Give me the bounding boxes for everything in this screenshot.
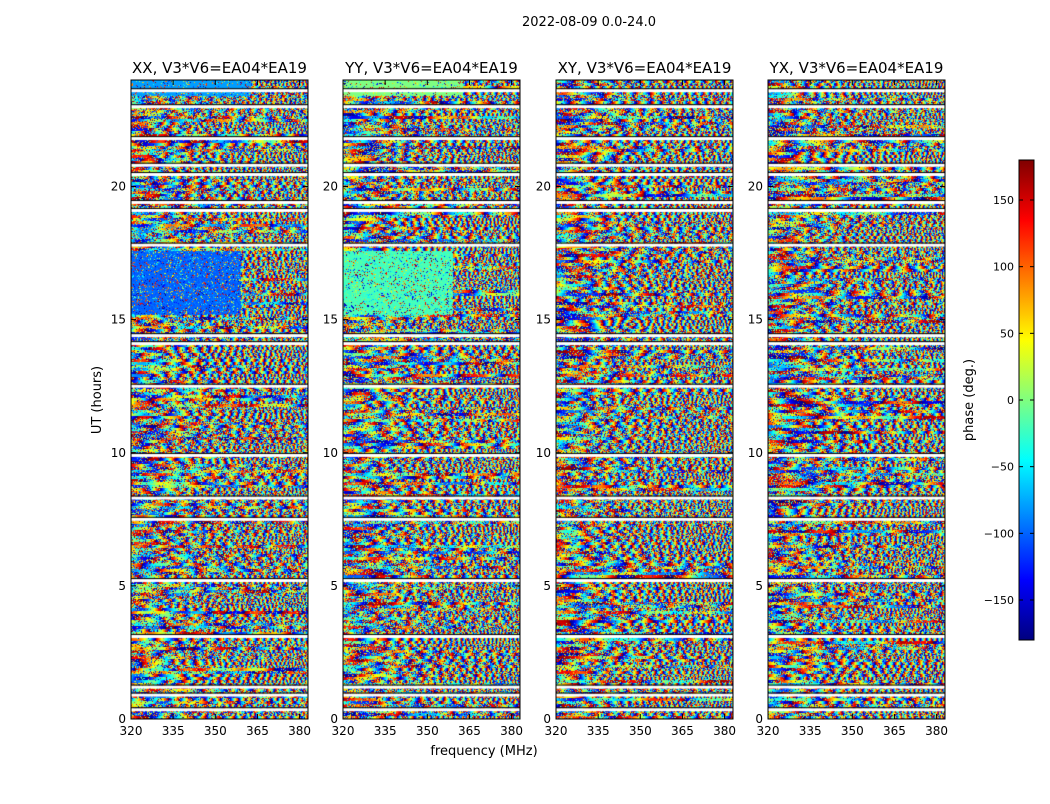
figure-title: 2022-08-09 0.0-24.0 bbox=[522, 15, 656, 30]
x-tick-label: 320 bbox=[545, 724, 568, 738]
x-tick-label: 350 bbox=[416, 724, 439, 738]
panel-frame bbox=[342, 79, 521, 720]
panel-3: XY, V3*V6=EA04*EA19 320 335 350 365 380 0 5 10 15… bbox=[536, 59, 736, 738]
x-tick-label: 335 bbox=[374, 724, 397, 738]
x-tick-label: 380 bbox=[500, 724, 523, 738]
phase-heatmap bbox=[556, 80, 733, 719]
y-tick-label: 0 bbox=[330, 712, 338, 726]
y-tick-label: 5 bbox=[330, 579, 338, 593]
phase-heatmap bbox=[131, 80, 308, 719]
colorbar-tick-label: 0 bbox=[1007, 394, 1014, 407]
y-tick-label: 0 bbox=[118, 712, 126, 726]
panels-group: XX, V3*V6=EA04*EA19 320 335 350 365 380 0 5 10 15… bbox=[111, 59, 948, 738]
y-tick-label: 20 bbox=[111, 180, 126, 194]
x-tick-label: 380 bbox=[925, 724, 948, 738]
x-tick-label: 365 bbox=[883, 724, 906, 738]
colorbar-tick-label: 150 bbox=[993, 194, 1014, 207]
x-tick-label: 350 bbox=[204, 724, 227, 738]
panel-title: XY, V3*V6=EA04*EA19 bbox=[558, 59, 732, 77]
panel-4: YX, V3*V6=EA04*EA19 320 335 350 365 380 0 5 10 15… bbox=[748, 59, 948, 738]
x-tick-label: 335 bbox=[587, 724, 610, 738]
y-tick-label: 5 bbox=[543, 579, 551, 593]
y-tick-label: 10 bbox=[748, 446, 763, 460]
colorbar-tick-label: 50 bbox=[1000, 327, 1014, 340]
panel-frame bbox=[767, 79, 946, 720]
x-tick-label: 380 bbox=[713, 724, 736, 738]
panel-frame bbox=[130, 79, 309, 720]
y-tick-label: 15 bbox=[536, 313, 551, 327]
phase-heatmap bbox=[343, 80, 520, 719]
x-tick-label: 365 bbox=[246, 724, 269, 738]
y-tick-label: 20 bbox=[323, 180, 338, 194]
y-axis-label: UT (hours) bbox=[90, 366, 105, 434]
y-tick-label: 5 bbox=[118, 579, 126, 593]
y-tick-label: 20 bbox=[536, 180, 551, 194]
x-tick-label: 350 bbox=[841, 724, 864, 738]
x-tick-label: 320 bbox=[332, 724, 355, 738]
y-tick-label: 20 bbox=[748, 180, 763, 194]
x-tick-label: 380 bbox=[288, 724, 311, 738]
x-tick-label: 365 bbox=[671, 724, 694, 738]
colorbar-tick-label: 100 bbox=[993, 261, 1014, 274]
x-tick-label: 350 bbox=[629, 724, 652, 738]
panel-2: YY, V3*V6=EA04*EA19 320 335 350 365 380 0 5 10 15… bbox=[323, 59, 523, 738]
panel-title: XX, V3*V6=EA04*EA19 bbox=[132, 59, 307, 77]
y-tick-label: 10 bbox=[323, 446, 338, 460]
phase-heatmap bbox=[768, 80, 945, 719]
y-tick-label: 10 bbox=[111, 446, 126, 460]
x-axis-label: frequency (MHz) bbox=[430, 744, 537, 759]
y-tick-label: 15 bbox=[323, 313, 338, 327]
colorbar-gradient bbox=[1019, 160, 1034, 640]
colorbar-label: phase (deg.) bbox=[962, 359, 977, 441]
colorbar-tick-label: −100 bbox=[984, 527, 1014, 540]
y-tick-label: 0 bbox=[755, 712, 763, 726]
y-tick-label: 5 bbox=[755, 579, 763, 593]
y-tick-label: 15 bbox=[748, 313, 763, 327]
x-tick-label: 335 bbox=[799, 724, 822, 738]
panel-title: YX, V3*V6=EA04*EA19 bbox=[769, 59, 944, 77]
panel-1: XX, V3*V6=EA04*EA19 320 335 350 365 380 0 5 10 15… bbox=[111, 59, 311, 738]
x-tick-label: 320 bbox=[120, 724, 143, 738]
y-tick-label: 15 bbox=[111, 313, 126, 327]
y-tick-label: 10 bbox=[536, 446, 551, 460]
y-tick-label: 0 bbox=[543, 712, 551, 726]
colorbar-group: −150 −100 −50 0 50 100 150 bbox=[984, 159, 1035, 641]
colorbar-tick-label: −50 bbox=[991, 461, 1014, 474]
colorbar-tick-label: −150 bbox=[984, 594, 1014, 607]
x-tick-label: 320 bbox=[757, 724, 780, 738]
x-tick-label: 335 bbox=[162, 724, 185, 738]
panel-title: YY, V3*V6=EA04*EA19 bbox=[344, 59, 518, 77]
panel-frame bbox=[555, 79, 734, 720]
x-tick-label: 365 bbox=[458, 724, 481, 738]
